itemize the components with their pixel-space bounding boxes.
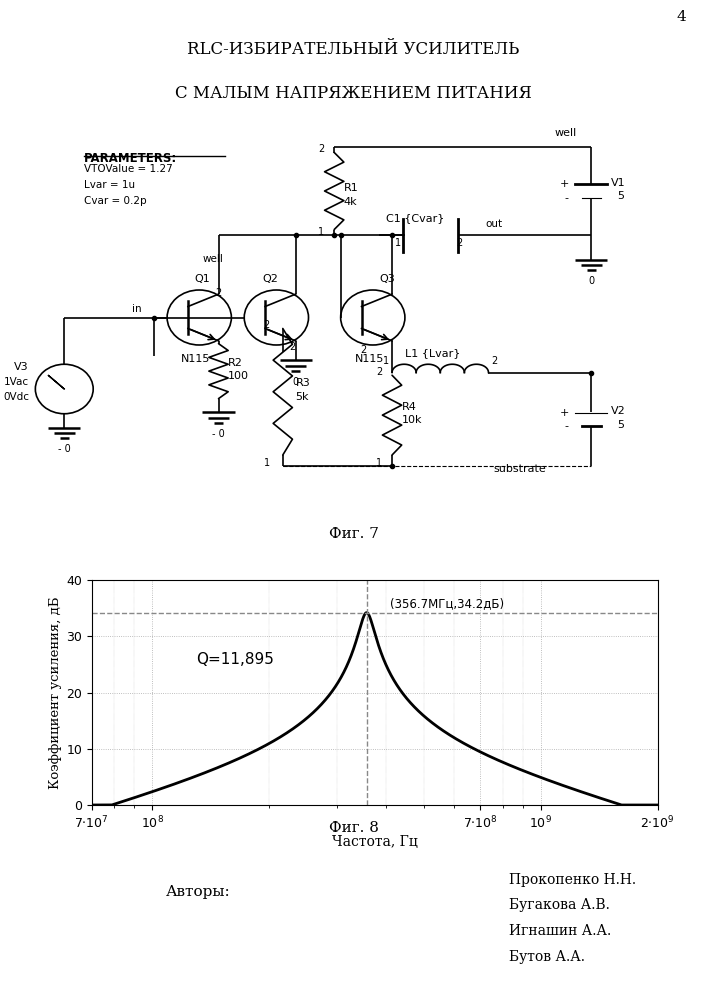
Text: 0: 0 xyxy=(293,377,299,387)
Text: - 0: - 0 xyxy=(212,429,225,439)
Text: 2: 2 xyxy=(491,356,498,366)
Text: 2: 2 xyxy=(264,320,270,330)
Text: Lvar = 1u: Lvar = 1u xyxy=(83,180,134,190)
Text: PARAMETERS:: PARAMETERS: xyxy=(83,152,177,165)
Text: R3: R3 xyxy=(296,378,310,388)
Text: 2: 2 xyxy=(376,367,382,377)
Text: (356.7МГц,34.2дБ): (356.7МГц,34.2дБ) xyxy=(390,597,504,610)
Text: - 0: - 0 xyxy=(58,444,71,454)
Text: 0Vdc: 0Vdc xyxy=(3,392,29,402)
Text: С МАЛЫМ НАПРЯЖЕНИЕМ ПИТАНИЯ: С МАЛЫМ НАПРЯЖЕНИЕМ ПИТАНИЯ xyxy=(175,85,532,102)
Text: 0: 0 xyxy=(588,276,595,286)
Text: in: in xyxy=(132,304,141,314)
Text: V2: V2 xyxy=(611,406,625,416)
Text: 1: 1 xyxy=(382,356,389,366)
Text: Авторы:: Авторы: xyxy=(165,885,230,899)
Text: 2: 2 xyxy=(289,342,296,353)
Text: Q2: Q2 xyxy=(262,274,278,284)
Text: Фиг. 7: Фиг. 7 xyxy=(329,526,378,540)
Text: well: well xyxy=(554,128,577,138)
Text: R4: R4 xyxy=(402,402,416,412)
Text: 5k: 5k xyxy=(296,392,309,402)
Text: C1 {Cvar}: C1 {Cvar} xyxy=(385,213,444,223)
Text: Q3: Q3 xyxy=(379,274,395,284)
Text: Q=11,895: Q=11,895 xyxy=(197,652,274,667)
Text: Бутов А.А.: Бутов А.А. xyxy=(509,950,585,964)
Text: substrate: substrate xyxy=(493,464,547,474)
Text: Прокопенко Н.Н.: Прокопенко Н.Н. xyxy=(509,873,636,887)
Text: 2: 2 xyxy=(457,238,462,248)
Text: Фиг. 8: Фиг. 8 xyxy=(329,820,378,834)
Text: -: - xyxy=(565,193,569,203)
Text: -: - xyxy=(565,421,569,431)
Text: 10k: 10k xyxy=(402,415,422,425)
Text: Cvar = 0.2p: Cvar = 0.2p xyxy=(83,196,146,207)
Text: +: + xyxy=(559,408,569,418)
Text: 1: 1 xyxy=(264,458,270,468)
Text: 1: 1 xyxy=(395,238,402,248)
Text: Q1: Q1 xyxy=(194,274,211,284)
Text: N115: N115 xyxy=(355,354,385,363)
Text: RLC-ИЗБИРАТЕЛЬНЫЙ УСИЛИТЕЛЬ: RLC-ИЗБИРАТЕЛЬНЫЙ УСИЛИТЕЛЬ xyxy=(187,41,520,58)
Text: well: well xyxy=(202,254,223,264)
Text: +: + xyxy=(559,179,569,189)
Text: out: out xyxy=(485,219,503,229)
Text: 2: 2 xyxy=(318,144,325,154)
Text: R2: R2 xyxy=(228,358,243,368)
Text: V3: V3 xyxy=(14,362,29,372)
Text: 5: 5 xyxy=(617,420,624,430)
Text: 100: 100 xyxy=(228,371,249,381)
Text: L1 {Lvar}: L1 {Lvar} xyxy=(405,348,460,358)
Text: 4k: 4k xyxy=(344,197,358,207)
Text: N115: N115 xyxy=(181,354,211,363)
Y-axis label: Коэффициент усиления, дБ: Коэффициент усиления, дБ xyxy=(49,596,62,789)
Text: 2: 2 xyxy=(360,345,366,355)
Text: 1Vac: 1Vac xyxy=(4,377,29,387)
Text: 4: 4 xyxy=(676,10,686,24)
Text: Игнашин А.А.: Игнашин А.А. xyxy=(509,924,612,938)
X-axis label: Частота, Гц: Частота, Гц xyxy=(332,835,418,849)
Text: 5: 5 xyxy=(617,191,624,201)
Text: R1: R1 xyxy=(344,183,358,193)
Text: VTOValue = 1.27: VTOValue = 1.27 xyxy=(83,163,173,174)
Text: Бугакова А.В.: Бугакова А.В. xyxy=(509,898,610,912)
Text: 1: 1 xyxy=(318,227,325,237)
Text: 1: 1 xyxy=(376,458,382,468)
Text: 2: 2 xyxy=(216,288,221,298)
Text: V1: V1 xyxy=(611,178,625,188)
